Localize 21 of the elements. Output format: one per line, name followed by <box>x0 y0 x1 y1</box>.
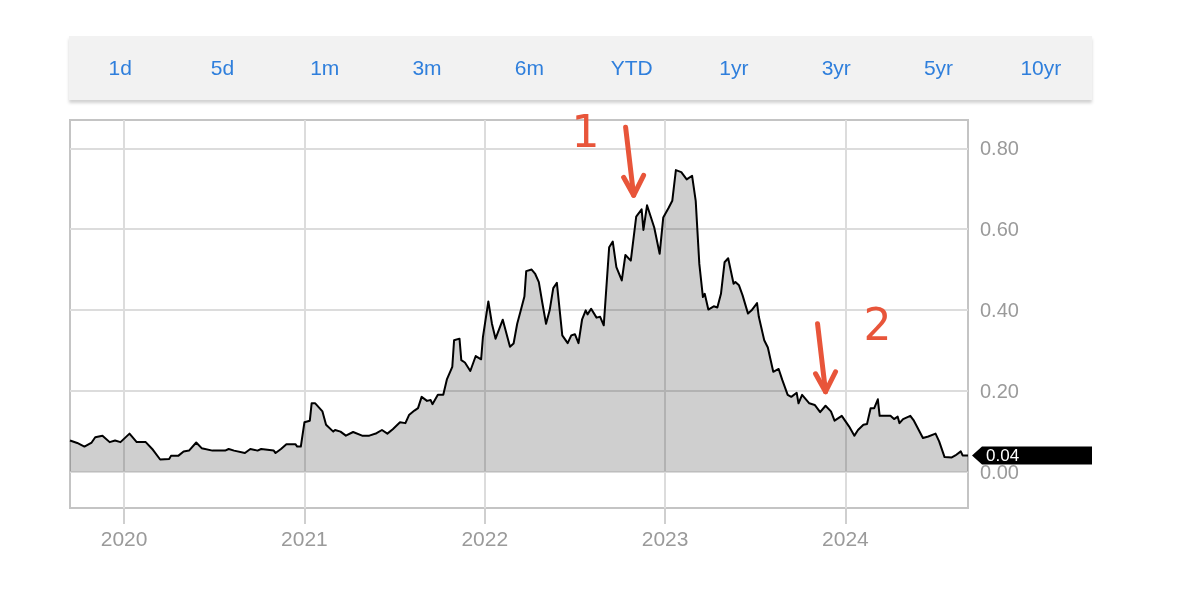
text: 1d <box>107 56 133 80</box>
text: YTD <box>609 56 654 80</box>
text: 1yr <box>718 56 750 80</box>
text: 5yr <box>922 56 955 80</box>
text: 5d <box>209 56 236 80</box>
text: 10yr <box>1019 56 1063 80</box>
y-tick-label: 0.20 <box>980 379 1019 402</box>
x-tick-label: 2021 <box>281 527 328 550</box>
text: 3yr <box>820 56 852 80</box>
text: 1m <box>309 56 341 80</box>
y-tick-label: 0.80 <box>980 137 1019 160</box>
annotation: 2 <box>863 298 892 350</box>
x-tick-label: 2023 <box>641 527 689 550</box>
text: 3m <box>411 56 443 80</box>
text: 6m <box>513 56 545 80</box>
y-tick-label: 0.60 <box>980 218 1019 241</box>
y-tick-label: 0.40 <box>980 298 1019 321</box>
x-tick-label: 2024 <box>822 527 870 550</box>
x-tick-label: 2022 <box>461 527 509 550</box>
x-tick-label: 2020 <box>100 527 148 550</box>
annotation: 1 <box>571 106 600 158</box>
